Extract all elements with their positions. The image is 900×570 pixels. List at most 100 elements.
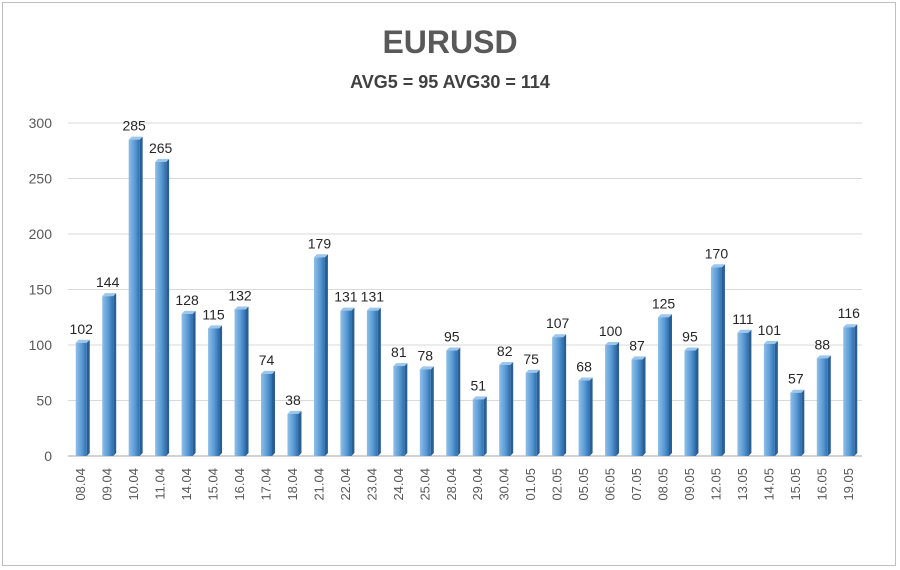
- bar-side: [298, 410, 302, 456]
- bar: [75, 339, 90, 456]
- bar-front: [658, 317, 669, 456]
- bar-side: [272, 370, 275, 456]
- bar-top: [287, 410, 302, 414]
- bar-side: [589, 377, 593, 456]
- bar-side: [351, 307, 355, 456]
- bar-front: [684, 350, 696, 456]
- bar-top: [605, 342, 620, 345]
- bar-top: [737, 329, 752, 333]
- bar: [208, 325, 223, 456]
- bar-top: [710, 264, 725, 268]
- x-tick-label: 15.04: [206, 468, 221, 501]
- data-label: 51: [470, 377, 486, 393]
- data-label: 57: [788, 371, 804, 387]
- bar-front: [499, 364, 511, 456]
- x-tick-label: 28.04: [444, 468, 459, 501]
- x-tick-label: 15.05: [788, 468, 803, 501]
- bar-side: [139, 136, 143, 456]
- data-label: 144: [96, 274, 120, 290]
- x-tick-label: 11.04: [153, 468, 168, 500]
- bar-side: [192, 310, 196, 456]
- bar-side: [166, 158, 170, 456]
- data-label: 74: [259, 352, 275, 368]
- y-tick-label: 50: [36, 393, 52, 409]
- bar-side: [457, 347, 461, 456]
- bar: [155, 158, 170, 456]
- bar-front: [287, 413, 299, 456]
- y-tick-label: 250: [29, 171, 53, 187]
- bar-front: [155, 161, 167, 456]
- bar-side: [86, 339, 90, 456]
- data-label: 78: [418, 347, 434, 363]
- bar: [578, 377, 593, 456]
- x-tick-label: 25.04: [417, 468, 432, 501]
- bar-side: [748, 329, 752, 456]
- data-label: 88: [815, 336, 831, 352]
- bar-front: [340, 310, 352, 456]
- bar-front: [208, 328, 220, 456]
- bar: [525, 369, 540, 456]
- bar-side: [616, 342, 620, 456]
- data-label: 125: [652, 295, 676, 311]
- bar-front: [102, 296, 114, 456]
- y-tick-label: 200: [29, 226, 53, 242]
- data-label: 132: [228, 287, 252, 303]
- bar: [843, 324, 858, 456]
- x-tick-label: 05.05: [576, 468, 591, 501]
- bar: [181, 310, 196, 456]
- data-label: 75: [523, 351, 539, 367]
- x-tick-label: 02.05: [550, 468, 565, 501]
- bar-top: [499, 361, 514, 365]
- bar-front: [128, 139, 140, 456]
- bar-side: [827, 355, 831, 456]
- bar-side: [774, 340, 778, 456]
- bar-top: [393, 363, 408, 367]
- data-label: 116: [838, 305, 861, 321]
- bar-side: [669, 314, 672, 456]
- y-tick-label: 300: [29, 115, 53, 131]
- bar-front: [419, 369, 431, 456]
- data-label: 87: [629, 337, 645, 353]
- x-tick-label: 24.04: [391, 468, 406, 501]
- bar-side: [695, 347, 699, 456]
- bar-front: [446, 350, 458, 456]
- bar: [419, 366, 434, 456]
- x-tick-label: 08.04: [73, 468, 88, 501]
- bar-top: [816, 355, 831, 359]
- bar-top: [684, 347, 699, 351]
- bar-side: [563, 334, 567, 456]
- bar-top: [181, 310, 196, 314]
- bar-front: [790, 392, 802, 456]
- bar-side: [536, 369, 540, 456]
- x-axis: 08.04 09.04 10.04 11.04 14.04 15.04 16.04 17.04…: [73, 468, 856, 501]
- bars: [75, 136, 858, 456]
- bar-front: [737, 332, 749, 456]
- bar-side: [642, 356, 646, 456]
- bar-top: [419, 366, 434, 370]
- bar-side: [430, 366, 434, 456]
- bar: [499, 361, 514, 456]
- bar-front: [816, 358, 828, 456]
- bar-top: [552, 334, 567, 338]
- x-tick-label: 19.05: [841, 468, 856, 501]
- data-label: 101: [758, 322, 782, 338]
- x-tick-label: 01.05: [523, 468, 538, 501]
- x-tick-label: 16.05: [814, 468, 829, 501]
- chart-subtitle: AVG5 = 95 AVG30 = 114: [350, 72, 550, 92]
- bar-side: [801, 389, 805, 456]
- x-tick-label: 08.05: [656, 468, 671, 501]
- bar-top: [763, 340, 778, 344]
- bar-side: [510, 361, 514, 456]
- data-label: 68: [576, 359, 592, 375]
- bar-front: [843, 327, 855, 456]
- bar-front: [472, 399, 484, 456]
- bar-side: [377, 307, 381, 456]
- data-label: 95: [682, 329, 698, 345]
- data-label: 81: [391, 344, 407, 360]
- bar-top: [128, 136, 143, 140]
- data-label: 285: [122, 118, 146, 134]
- bar-front: [234, 309, 246, 456]
- x-tick-label: 22.04: [338, 468, 353, 501]
